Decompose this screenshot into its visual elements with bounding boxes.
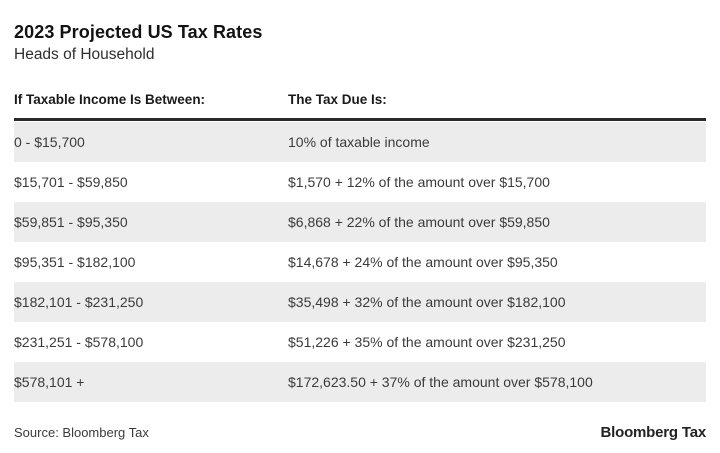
tax-due-cell: $6,868 + 22% of the amount over $59,850 [288, 214, 550, 230]
income-range-cell: 0 - $15,700 [14, 134, 85, 150]
column-header-income-range: If Taxable Income Is Between: [14, 92, 206, 107]
table-row: $182,101 - $231,250 $35,498 + 32% of the … [14, 282, 706, 322]
tax-due-cell: $14,678 + 24% of the amount over $95,350 [288, 254, 558, 270]
page-subtitle: Heads of Household [14, 46, 155, 63]
table-row: $15,701 - $59,850 $1,570 + 12% of the amo… [14, 162, 706, 202]
income-range-cell: $95,351 - $182,100 [14, 254, 136, 270]
source-attribution: Source: Bloomberg Tax [14, 425, 149, 440]
table-header-row: If Taxable Income Is Between: The Tax Du… [14, 92, 706, 108]
column-header-tax-due: The Tax Due Is: [288, 92, 387, 107]
table-row: $59,851 - $95,350 $6,868 + 22% of the amo… [14, 202, 706, 242]
page-title: 2023 Projected US Tax Rates [14, 22, 263, 42]
tax-due-cell: $172,623.50 + 37% of the amount over $57… [288, 374, 593, 390]
tax-due-cell: $1,570 + 12% of the amount over $15,700 [288, 174, 550, 190]
bloomberg-tax-logo: Bloomberg Tax [600, 424, 707, 441]
tax-due-cell: $51,226 + 35% of the amount over $231,25… [288, 334, 566, 350]
table-row: 0 - $15,700 10% of taxable income [14, 122, 706, 162]
header-rule-divider [14, 118, 706, 121]
table-row: $578,101 + $172,623.50 + 37% of the amoun… [14, 362, 706, 402]
table-row: $95,351 - $182,100 $14,678 + 24% of the a… [14, 242, 706, 282]
income-range-cell: $182,101 - $231,250 [14, 294, 144, 310]
income-range-cell: $578,101 + [14, 374, 85, 390]
income-range-cell: $231,251 - $578,100 [14, 334, 144, 350]
tax-table-body: 0 - $15,700 10% of taxable income $15,701 … [14, 122, 706, 402]
tax-due-cell: 10% of taxable income [288, 134, 430, 150]
income-range-cell: $15,701 - $59,850 [14, 174, 128, 190]
income-range-cell: $59,851 - $95,350 [14, 214, 128, 230]
table-row: $231,251 - $578,100 $51,226 + 35% of the … [14, 322, 706, 362]
footer: Source: Bloomberg Tax Bloomberg Tax [14, 424, 706, 441]
tax-due-cell: $35,498 + 32% of the amount over $182,10… [288, 294, 566, 310]
